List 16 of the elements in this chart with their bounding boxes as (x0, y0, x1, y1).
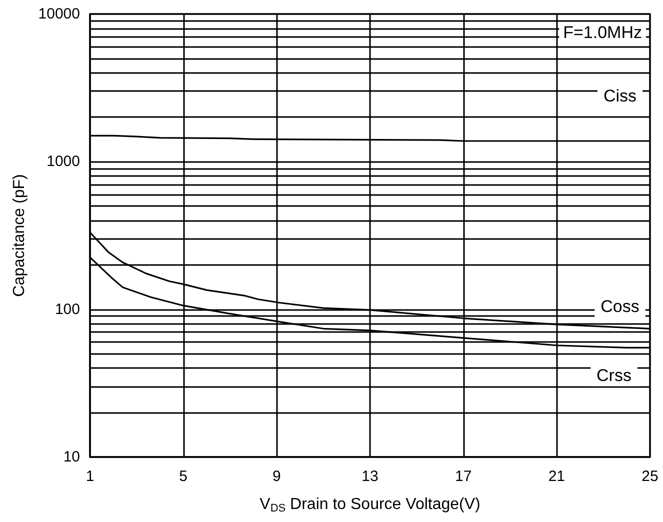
x-tick-label: 13 (362, 468, 378, 485)
y-tick-label: 10 (63, 448, 80, 466)
x-tick-label: 5 (179, 468, 188, 485)
series-label: Crss (596, 366, 632, 386)
x-tick-label: 17 (454, 468, 472, 485)
y-axis-title: Capacitance (pF) (10, 174, 28, 297)
y-tick-label: 10000 (38, 6, 80, 22)
text: Ciss (603, 86, 637, 106)
x-tick-label: 1 (86, 468, 94, 485)
x-tick-label: 25 (642, 468, 658, 485)
annotation: F=1.0MHz (563, 23, 642, 42)
x-tick-label: 9 (272, 468, 281, 485)
x-tick-label: 21 (548, 468, 566, 485)
y-tick-label: 100 (54, 300, 80, 318)
series-label: Coss (600, 297, 640, 316)
y-tick-label: 1000 (46, 153, 80, 170)
